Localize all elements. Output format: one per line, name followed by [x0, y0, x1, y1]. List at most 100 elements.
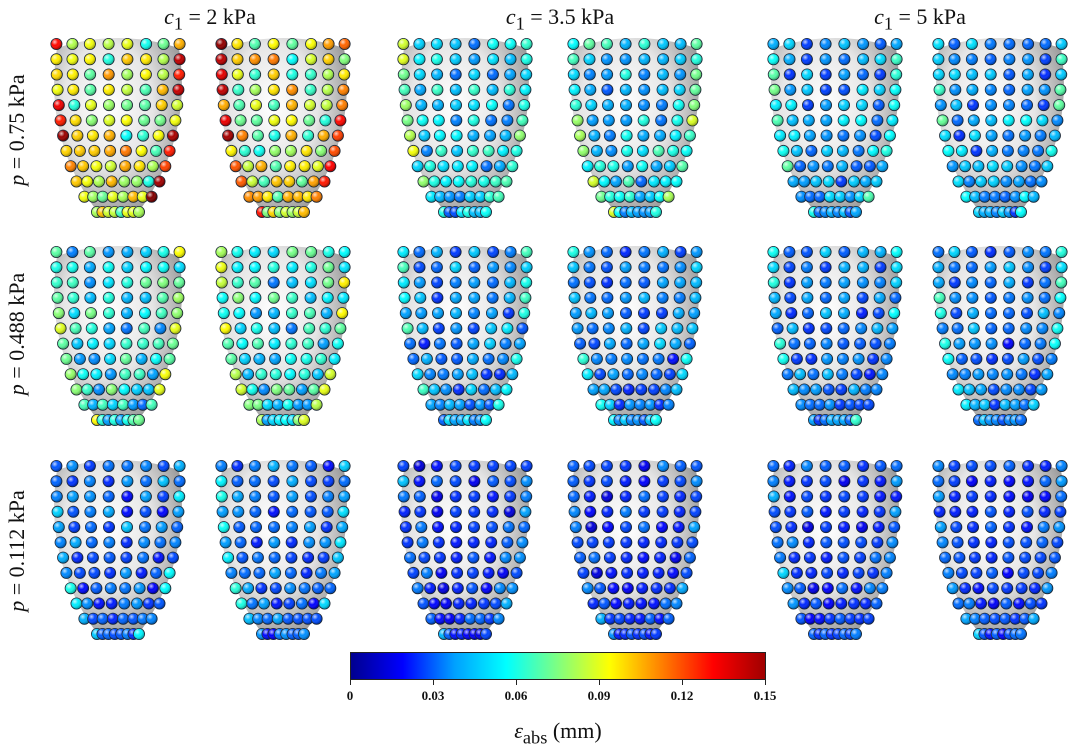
- marker-highlight: [252, 130, 264, 142]
- marker-highlight: [959, 368, 971, 380]
- marker-highlight: [70, 175, 83, 188]
- marker-highlight: [966, 475, 978, 487]
- marker-highlight: [464, 399, 476, 411]
- marker-highlight: [255, 582, 267, 594]
- marker-highlight: [591, 353, 603, 365]
- marker-highlight: [949, 276, 961, 289]
- heart-model: [50, 38, 186, 218]
- marker-highlight: [844, 191, 856, 203]
- marker-highlight: [601, 84, 614, 96]
- marker-highlight: [855, 322, 867, 334]
- marker-highlight: [1039, 53, 1052, 65]
- marker-highlight: [788, 130, 801, 142]
- marker-highlight: [487, 246, 499, 258]
- marker-highlight: [769, 292, 781, 304]
- marker-highlight: [318, 597, 331, 610]
- marker-highlight: [222, 130, 234, 142]
- marker-highlight: [305, 506, 317, 518]
- marker-highlight: [270, 368, 282, 380]
- marker-highlight: [932, 53, 945, 65]
- marker-highlight: [654, 191, 666, 203]
- heart-surface: [771, 38, 899, 216]
- marker-highlight: [262, 191, 274, 203]
- marker-highlight: [651, 582, 663, 594]
- marker-highlight: [985, 38, 997, 50]
- marker-highlight: [156, 307, 168, 319]
- marker-highlight: [308, 383, 320, 396]
- marker-highlight: [478, 383, 490, 396]
- marker-highlight: [1022, 490, 1034, 503]
- marker-highlight: [156, 99, 168, 111]
- marker-highlight: [497, 145, 509, 157]
- marker-highlight: [1056, 460, 1068, 472]
- marker-highlight: [986, 353, 998, 365]
- marker-highlight: [890, 276, 902, 289]
- marker-highlight: [774, 338, 786, 350]
- marker-highlight: [323, 246, 335, 258]
- marker-highlight: [889, 292, 902, 304]
- marker-highlight: [118, 383, 130, 396]
- marker-highlight: [820, 490, 832, 503]
- marker-highlight: [620, 84, 632, 96]
- marker-highlight: [620, 68, 632, 81]
- marker-highlight: [231, 475, 244, 487]
- marker-highlight: [84, 490, 96, 503]
- marker-highlight: [120, 338, 132, 350]
- marker-highlight: [282, 399, 294, 411]
- marker-highlight: [242, 160, 254, 172]
- marker-highlight: [638, 99, 650, 111]
- marker-highlight: [1003, 292, 1015, 304]
- marker-highlight: [952, 536, 964, 549]
- marker-highlight: [121, 261, 133, 273]
- marker-highlight: [966, 53, 978, 65]
- marker-highlight: [55, 536, 67, 549]
- marker-highlight: [791, 145, 803, 157]
- marker-highlight: [424, 160, 436, 172]
- marker-highlight: [404, 552, 416, 564]
- marker-highlight: [664, 368, 676, 380]
- colorbar-tick-label: 0.03: [421, 688, 445, 703]
- marker-highlight: [623, 175, 635, 188]
- marker-highlight: [953, 338, 966, 350]
- marker-highlight: [657, 292, 669, 304]
- marker-highlight: [428, 597, 440, 610]
- marker-highlight: [803, 536, 815, 549]
- marker-highlight: [863, 613, 875, 625]
- marker-highlight: [802, 99, 814, 111]
- marker-highlight: [610, 175, 622, 188]
- marker-highlight: [648, 383, 660, 396]
- marker-highlight: [574, 130, 586, 142]
- heart-surface: [571, 246, 699, 424]
- marker-highlight: [1003, 99, 1015, 111]
- marker-highlight: [603, 536, 615, 549]
- marker-highlight: [486, 99, 498, 111]
- marker-highlight: [252, 399, 264, 411]
- marker-highlight: [1053, 307, 1065, 319]
- marker-highlight: [1022, 475, 1034, 487]
- marker-highlight: [953, 130, 966, 142]
- marker-highlight: [216, 276, 228, 289]
- marker-highlight: [268, 490, 280, 503]
- marker-highlight: [1035, 338, 1047, 350]
- marker-highlight: [483, 567, 495, 579]
- marker-highlight: [397, 475, 409, 487]
- marker-highlight: [468, 460, 480, 472]
- marker-highlight: [466, 368, 478, 380]
- marker-highlight: [74, 567, 86, 579]
- marker-highlight: [233, 99, 245, 111]
- marker-highlight: [975, 597, 987, 610]
- marker-highlight: [437, 582, 449, 594]
- marker-highlight: [286, 490, 298, 503]
- marker-highlight: [985, 292, 997, 304]
- marker-highlight: [464, 191, 476, 203]
- marker-highlight: [329, 145, 341, 157]
- marker-highlight: [620, 475, 632, 487]
- marker-highlight: [767, 475, 780, 487]
- marker-highlight: [468, 536, 480, 549]
- marker-highlight: [272, 399, 284, 411]
- marker-highlight: [684, 130, 696, 142]
- marker-highlight: [231, 460, 243, 472]
- marker-highlight: [970, 353, 983, 365]
- marker-highlight: [673, 307, 685, 319]
